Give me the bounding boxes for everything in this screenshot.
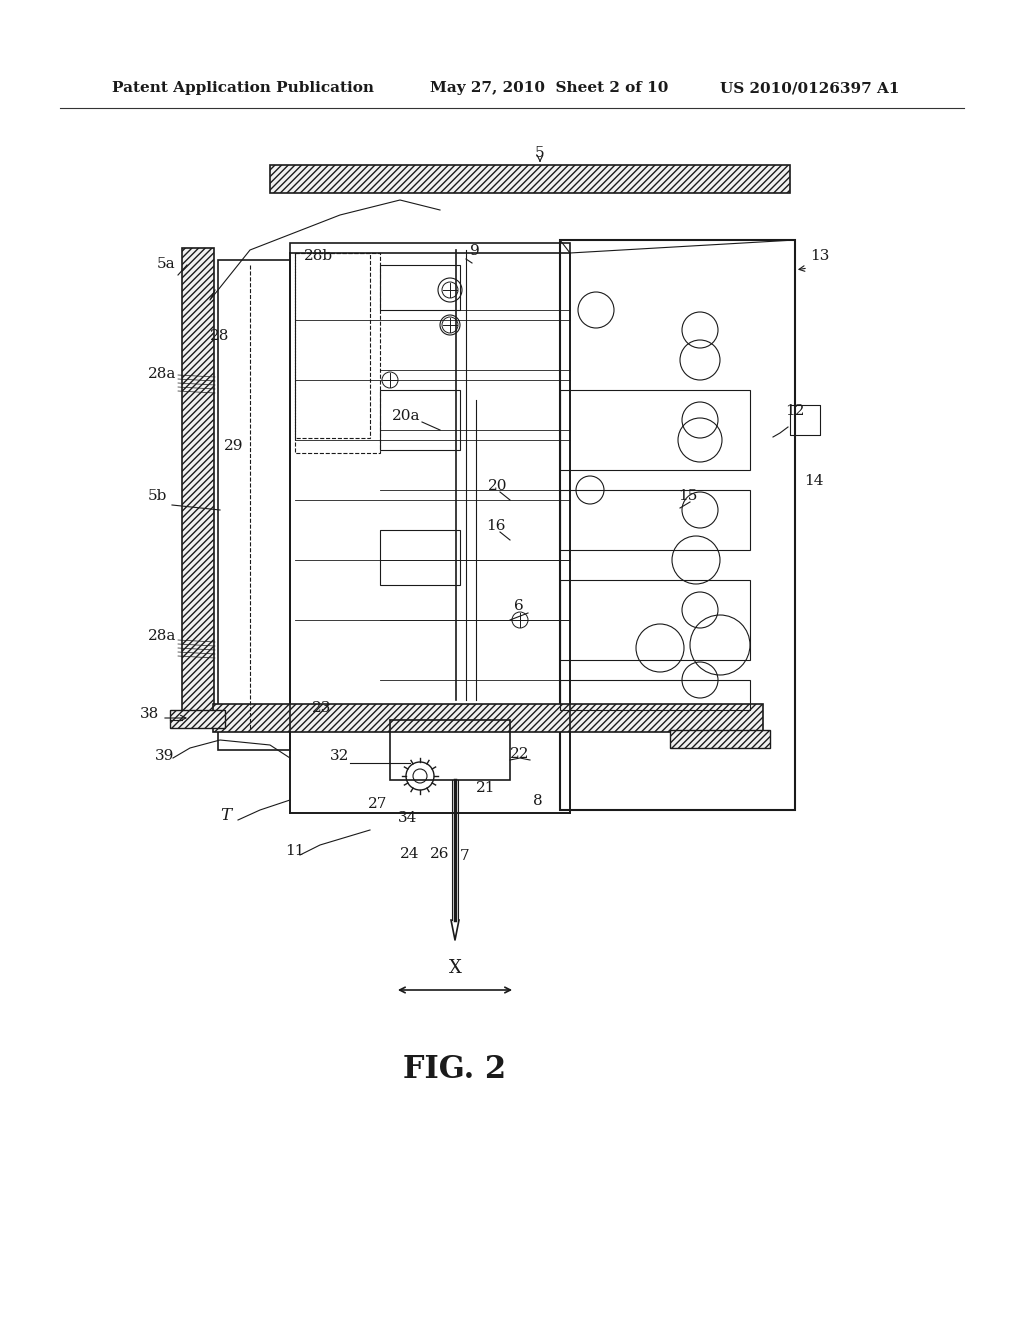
Text: 8: 8 (534, 795, 543, 808)
Bar (170, 710, 225, 729)
Bar (670, 730, 770, 748)
Text: 23: 23 (312, 701, 332, 715)
Text: 13: 13 (810, 249, 829, 263)
Text: 5b: 5b (148, 488, 167, 503)
Text: 34: 34 (398, 810, 418, 825)
Text: 26: 26 (430, 847, 450, 861)
Bar (380, 531, 460, 585)
Bar (218, 260, 290, 750)
Text: 24: 24 (400, 847, 420, 861)
Text: 29: 29 (224, 440, 244, 453)
Text: 5: 5 (536, 147, 545, 160)
Bar (390, 719, 510, 780)
Text: 20a: 20a (392, 409, 421, 422)
Bar (295, 253, 370, 438)
Text: 28b: 28b (304, 249, 333, 263)
Bar (560, 490, 750, 550)
Text: 27: 27 (368, 797, 387, 810)
Text: 5a: 5a (157, 257, 176, 271)
Text: 28a: 28a (148, 630, 176, 643)
Bar (182, 248, 214, 718)
Text: T: T (220, 807, 231, 824)
Text: X: X (449, 960, 462, 977)
Bar (270, 165, 790, 193)
Bar (560, 240, 795, 810)
Text: 32: 32 (330, 748, 349, 763)
Bar (290, 243, 570, 813)
Text: 28a: 28a (148, 367, 176, 381)
Bar (560, 680, 750, 710)
Text: 14: 14 (804, 474, 823, 488)
Bar (560, 579, 750, 660)
Text: 28: 28 (210, 329, 229, 343)
Text: US 2010/0126397 A1: US 2010/0126397 A1 (720, 81, 899, 95)
Text: 20: 20 (488, 479, 508, 492)
Text: Patent Application Publication: Patent Application Publication (112, 81, 374, 95)
Bar (295, 253, 380, 453)
Text: 11: 11 (285, 843, 304, 858)
Text: 9: 9 (470, 244, 480, 257)
Text: 7: 7 (460, 849, 470, 863)
Bar (380, 265, 460, 310)
Text: 6: 6 (514, 599, 523, 612)
Text: 38: 38 (140, 708, 160, 721)
Bar (380, 389, 460, 450)
Text: 21: 21 (476, 781, 496, 795)
Text: 22: 22 (510, 747, 529, 762)
Text: FIG. 2: FIG. 2 (403, 1055, 507, 1085)
Text: May 27, 2010  Sheet 2 of 10: May 27, 2010 Sheet 2 of 10 (430, 81, 669, 95)
Bar (790, 405, 820, 436)
Bar (213, 704, 763, 733)
Text: 39: 39 (155, 748, 174, 763)
Text: 15: 15 (678, 488, 697, 503)
Text: 12: 12 (785, 404, 805, 418)
Bar (560, 389, 750, 470)
Text: 16: 16 (486, 519, 506, 533)
